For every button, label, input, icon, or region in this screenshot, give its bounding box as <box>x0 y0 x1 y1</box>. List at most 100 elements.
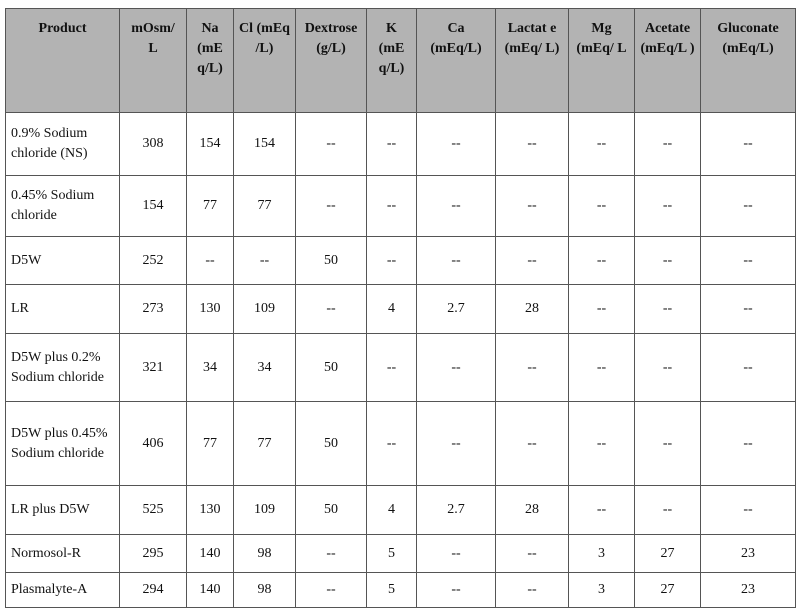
column-header: Na (mE q/L) <box>186 8 234 113</box>
value-cell: -- <box>568 485 635 535</box>
column-header: Acetate (mEq/L ) <box>634 8 701 113</box>
value-cell: -- <box>634 175 701 237</box>
value-cell: 308 <box>119 112 187 176</box>
value-cell: 23 <box>700 534 796 573</box>
value-cell: -- <box>568 333 635 402</box>
value-cell: 294 <box>119 572 187 608</box>
product-cell: D5W plus 0.2% Sodium chloride <box>5 333 120 402</box>
table-row: 0.9% Sodium chloride (NS) 308 154 154 -- -- --… <box>5 112 796 176</box>
value-cell: -- <box>416 572 496 608</box>
value-cell: -- <box>495 175 569 237</box>
value-cell: -- <box>634 236 701 285</box>
value-cell: 4 <box>366 485 417 535</box>
value-cell: 98 <box>233 572 296 608</box>
value-cell: 154 <box>119 175 187 237</box>
column-header: K (mE q/L) <box>366 8 417 113</box>
value-cell: 3 <box>568 534 635 573</box>
value-cell: 23 <box>700 572 796 608</box>
column-header: Ca (mEq/L) <box>416 8 496 113</box>
value-cell: 50 <box>295 333 367 402</box>
value-cell: -- <box>495 236 569 285</box>
column-header: Product <box>5 8 120 113</box>
column-header: Cl (mEq /L) <box>233 8 296 113</box>
table-row: Normosol-R 295 140 98 -- 5 -- -- 3 27 23 <box>5 534 796 573</box>
value-cell: 154 <box>233 112 296 176</box>
value-cell: 27 <box>634 572 701 608</box>
value-cell: 252 <box>119 236 187 285</box>
product-cell: LR plus D5W <box>5 485 120 535</box>
value-cell: 109 <box>233 485 296 535</box>
value-cell: -- <box>416 401 496 486</box>
value-cell: -- <box>233 236 296 285</box>
value-cell: -- <box>295 572 367 608</box>
value-cell: -- <box>568 284 635 334</box>
value-cell: 406 <box>119 401 187 486</box>
value-cell: -- <box>295 112 367 176</box>
value-cell: -- <box>700 175 796 237</box>
value-cell: -- <box>295 534 367 573</box>
product-cell: D5W <box>5 236 120 285</box>
table-row: LR plus D5W 525 130 109 50 4 2.7 28 -- -- -- <box>5 485 796 535</box>
value-cell: -- <box>416 333 496 402</box>
product-cell: Plasmalyte-A <box>5 572 120 608</box>
value-cell: -- <box>634 112 701 176</box>
value-cell: -- <box>700 401 796 486</box>
value-cell: 154 <box>186 112 234 176</box>
value-cell: 98 <box>233 534 296 573</box>
value-cell: 5 <box>366 572 417 608</box>
column-header: Dextrose (g/L) <box>295 8 367 113</box>
value-cell: -- <box>295 175 367 237</box>
value-cell: 3 <box>568 572 635 608</box>
value-cell: -- <box>495 112 569 176</box>
value-cell: 27 <box>634 534 701 573</box>
value-cell: -- <box>495 401 569 486</box>
value-cell: 28 <box>495 284 569 334</box>
value-cell: 130 <box>186 485 234 535</box>
value-cell: -- <box>700 236 796 285</box>
value-cell: 50 <box>295 236 367 285</box>
value-cell: 525 <box>119 485 187 535</box>
value-cell: 77 <box>186 175 234 237</box>
value-cell: -- <box>416 236 496 285</box>
value-cell: -- <box>700 112 796 176</box>
value-cell: -- <box>568 236 635 285</box>
value-cell: 140 <box>186 572 234 608</box>
column-header: mOsm/ L <box>119 8 187 113</box>
value-cell: -- <box>495 333 569 402</box>
header-row: Product mOsm/ L Na (mE q/L) Cl (mEq /L) Dext… <box>5 8 796 113</box>
value-cell: -- <box>495 572 569 608</box>
iv-fluids-table: Product mOsm/ L Na (mE q/L) Cl (mEq /L) Dext… <box>5 8 796 608</box>
value-cell: 109 <box>233 284 296 334</box>
value-cell: 2.7 <box>416 485 496 535</box>
table-row: D5W plus 0.45% Sodium chloride 406 77 77 50-… <box>5 401 796 486</box>
table-row: D5W plus 0.2% Sodium chloride 321 34 34 50 --… <box>5 333 796 402</box>
value-cell: -- <box>700 284 796 334</box>
value-cell: -- <box>416 534 496 573</box>
value-cell: 273 <box>119 284 187 334</box>
value-cell: -- <box>416 175 496 237</box>
value-cell: 77 <box>233 175 296 237</box>
table-row: LR 273 130 109 -- 4 2.7 28 -- -- -- <box>5 284 796 334</box>
value-cell: 2.7 <box>416 284 496 334</box>
value-cell: 130 <box>186 284 234 334</box>
value-cell: 34 <box>186 333 234 402</box>
value-cell: -- <box>186 236 234 285</box>
product-cell: Normosol-R <box>5 534 120 573</box>
product-cell: 0.9% Sodium chloride (NS) <box>5 112 120 176</box>
value-cell: -- <box>700 333 796 402</box>
value-cell: 77 <box>186 401 234 486</box>
value-cell: -- <box>568 401 635 486</box>
value-cell: 50 <box>295 401 367 486</box>
table-row: Plasmalyte-A 294 140 98 -- 5 -- -- 3 27 23 <box>5 572 796 608</box>
product-cell: LR <box>5 284 120 334</box>
column-header: Lactat e (mEq/ L) <box>495 8 569 113</box>
value-cell: 50 <box>295 485 367 535</box>
value-cell: -- <box>366 112 417 176</box>
value-cell: 321 <box>119 333 187 402</box>
product-cell: D5W plus 0.45% Sodium chloride <box>5 401 120 486</box>
value-cell: -- <box>366 236 417 285</box>
value-cell: 295 <box>119 534 187 573</box>
value-cell: -- <box>700 485 796 535</box>
table-row: D5W 252 -- -- 50 -- -- -- -- -- -- <box>5 236 796 285</box>
value-cell: 77 <box>233 401 296 486</box>
